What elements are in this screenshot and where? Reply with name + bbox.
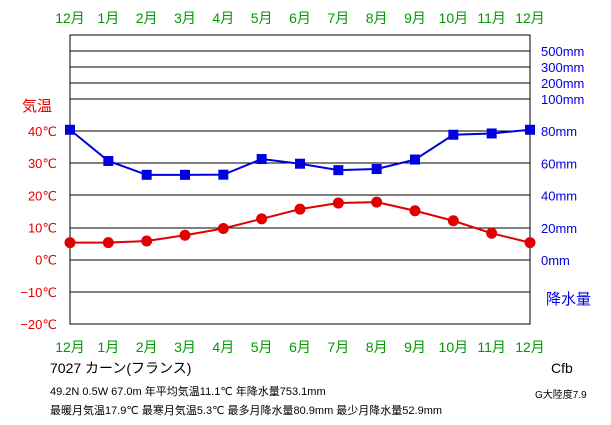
precipitation-axis-title: 降水量 [546, 291, 591, 308]
month-label-top: 8月 [366, 10, 388, 26]
temperature-point [332, 197, 344, 209]
month-label-bottom: 10月 [439, 339, 469, 355]
precipitation-tick-label: 80mm [541, 124, 577, 139]
precipitation-point [486, 128, 497, 139]
month-label-bottom: 12月 [515, 339, 545, 355]
precipitation-point [448, 129, 459, 140]
temperature-point [409, 205, 421, 217]
temperature-tick-label: 10℃ [28, 221, 57, 236]
precipitation-tick-label: 300mm [541, 60, 584, 75]
temperature-axis-title: 気温 [22, 98, 52, 115]
temperature-tick-label: 40℃ [28, 124, 57, 139]
month-label-bottom: 9月 [404, 339, 426, 355]
precipitation-tick-label: 200mm [541, 76, 584, 91]
station-name: 7027 カーン(フランス) [50, 360, 192, 376]
temperature-point [64, 237, 76, 249]
temperature-point [179, 229, 191, 241]
precipitation-point [371, 164, 382, 175]
month-label-top: 9月 [404, 10, 426, 26]
temperature-axis: 40℃ 30℃ 20℃ 10℃ 0℃ −10℃ −20℃ [20, 124, 57, 332]
month-label-top: 4月 [212, 10, 234, 26]
precipitation-tick-label: 0mm [541, 253, 570, 268]
month-label-top: 7月 [327, 10, 349, 26]
temperature-point [371, 196, 383, 208]
temperature-point [447, 215, 459, 227]
month-label-top: 3月 [174, 10, 196, 26]
precipitation-point [180, 169, 190, 180]
temperature-point [141, 235, 153, 247]
koppen-class: Cfb [551, 360, 573, 376]
month-label-bottom: 4月 [212, 339, 234, 355]
month-label-top: 10月 [439, 10, 469, 26]
continentality-index: G大陸度7.9 [535, 390, 587, 401]
precipitation-point [65, 124, 75, 135]
temperature-point [294, 203, 306, 215]
month-label-bottom: 12月 [55, 339, 85, 355]
temperature-tick-label: −10℃ [20, 285, 57, 300]
temperature-point [256, 213, 268, 225]
temperature-point [102, 237, 114, 249]
month-label-top: 2月 [136, 10, 158, 26]
month-label-bottom: 8月 [366, 339, 388, 355]
precipitation-point [141, 169, 152, 180]
month-label-top: 12月 [55, 10, 85, 26]
precipitation-tick-label: 60mm [541, 156, 577, 171]
precipitation-tick-label: 40mm [541, 189, 577, 204]
bottom-month-labels: 12月 1月 2月 3月 4月 5月 6月 7月 8月 9月 10月 11月 12月 [55, 339, 545, 355]
month-label-bottom: 7月 [327, 339, 349, 355]
location-summary: 49.2N 0.5W 67.0m 年平均気温11.1℃ 年降水量753.1mm [50, 386, 326, 398]
month-label-top: 11月 [477, 10, 506, 26]
precipitation-point [333, 165, 344, 176]
precipitation-point [218, 169, 229, 180]
month-label-bottom: 2月 [136, 339, 158, 355]
chart-grid [69, 34, 531, 325]
precipitation-point [295, 158, 305, 169]
month-label-bottom: 3月 [174, 339, 196, 355]
month-label-top: 5月 [251, 10, 273, 26]
temperature-tick-label: 20℃ [28, 188, 57, 203]
chart-series [64, 124, 536, 249]
temperature-tick-label: 0℃ [35, 253, 57, 268]
temperature-point [217, 222, 229, 234]
precipitation-point [103, 155, 114, 166]
precipitation-tick-label: 100mm [541, 92, 584, 107]
temperature-point [486, 227, 498, 239]
precipitation-point [525, 124, 535, 135]
precipitation-tick-label: 20mm [541, 221, 577, 236]
precipitation-point [256, 154, 267, 165]
month-label-top: 1月 [97, 10, 119, 26]
top-month-labels: 12月 1月 2月 3月 4月 5月 6月 7月 8月 9月 10月 11月 12月 [55, 10, 545, 26]
month-label-top: 6月 [289, 10, 311, 26]
precipitation-tick-label: 500mm [541, 44, 584, 59]
month-label-bottom: 6月 [289, 339, 311, 355]
month-label-bottom: 5月 [251, 339, 273, 355]
temperature-point [524, 237, 536, 249]
temperature-tick-label: 30℃ [28, 156, 57, 171]
month-label-top: 12月 [515, 10, 545, 26]
extremes-summary: 最暖月気温17.9℃ 最寒月気温5.3℃ 最多月降水量80.9mm 最少月降水量… [50, 405, 443, 417]
plot-frame [69, 34, 531, 325]
temperature-tick-label: −20℃ [20, 317, 57, 332]
month-label-bottom: 11月 [477, 339, 506, 355]
month-label-bottom: 1月 [97, 339, 119, 355]
precipitation-point [410, 154, 420, 165]
